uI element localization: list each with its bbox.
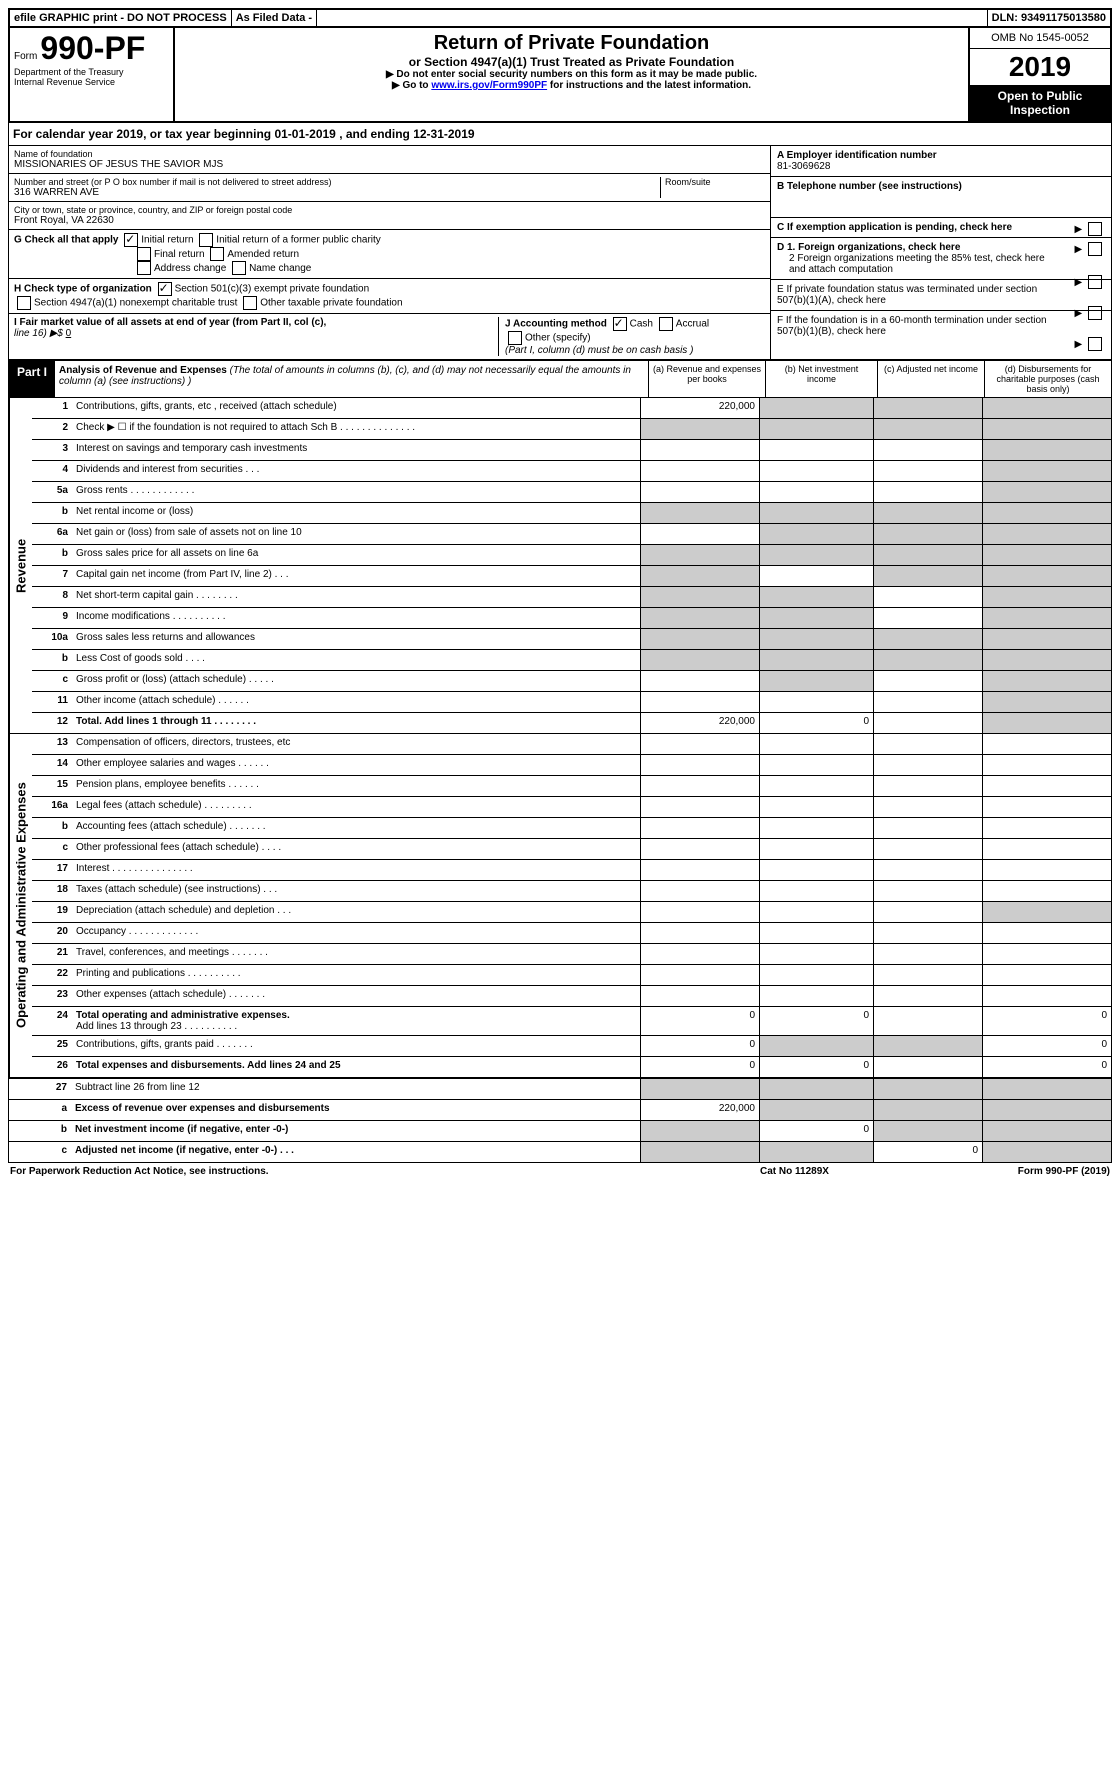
box-j: J Accounting method Cash Accrual Other (…	[498, 317, 765, 356]
irs-link[interactable]: www.irs.gov/Form990PF	[431, 80, 547, 91]
initial-return-checkbox[interactable]	[124, 233, 138, 247]
inspection-badge: Open to Public Inspection	[970, 85, 1110, 121]
efile-text: efile GRAPHIC print - DO NOT PROCESS	[10, 10, 232, 26]
part-1-header: Part I Analysis of Revenue and Expenses …	[8, 360, 1112, 398]
form-box: Form 990-PF Department of the Treasury I…	[10, 28, 175, 121]
dln: DLN: 93491175013580	[988, 10, 1110, 26]
calendar-year-row: For calendar year 2019, or tax year begi…	[8, 123, 1112, 146]
box-g: G Check all that apply Initial return In…	[9, 230, 770, 279]
form-number: 990-PF	[40, 30, 145, 66]
ein: 81-3069628	[777, 161, 830, 172]
box-i: I Fair market value of all assets at end…	[14, 317, 498, 356]
form-title: Return of Private Foundation	[179, 32, 964, 55]
as-filed: As Filed Data -	[232, 10, 317, 26]
page-footer: For Paperwork Reduction Act Notice, see …	[8, 1163, 1112, 1180]
info-section: Name of foundation MISSIONARIES OF JESUS…	[8, 146, 1112, 360]
expenses-label: Operating and Administrative Expenses	[9, 734, 32, 1077]
revenue-section: Revenue 1Contributions, gifts, grants, e…	[8, 398, 1112, 1163]
title-section: Form 990-PF Department of the Treasury I…	[8, 28, 1112, 123]
foundation-address: 316 WARREN AVE	[14, 187, 660, 198]
foundation-city: Front Royal, VA 22630	[14, 215, 765, 226]
box-h: H Check type of organization Section 501…	[9, 279, 770, 314]
revenue-label: Revenue	[9, 398, 32, 733]
foundation-name: MISSIONARIES OF JESUS THE SAVIOR MJS	[14, 159, 765, 170]
omb-number: OMB No 1545-0052	[970, 28, 1110, 49]
efile-header: efile GRAPHIC print - DO NOT PROCESS As …	[8, 8, 1112, 28]
tax-year: 2019	[970, 49, 1110, 85]
